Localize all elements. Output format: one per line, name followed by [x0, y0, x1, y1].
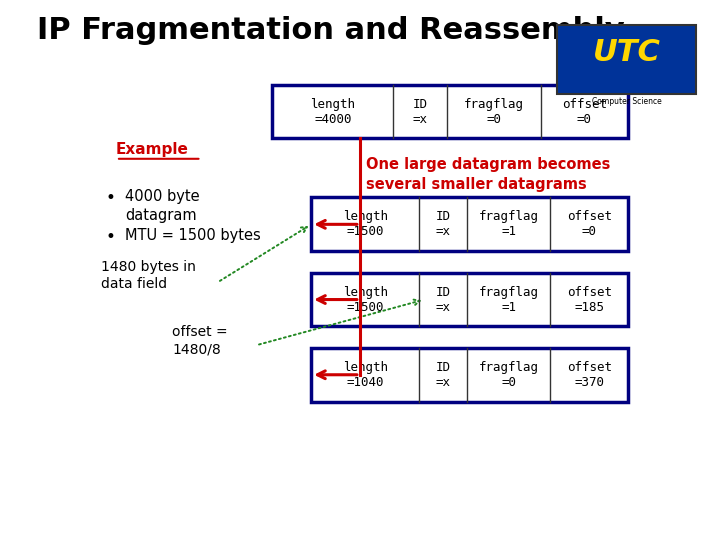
Text: fragflag
=0: fragflag =0	[479, 361, 539, 389]
Text: UTC: UTC	[593, 38, 660, 68]
Text: offset
=185: offset =185	[567, 286, 612, 314]
Text: IP Fragmentation and Reassembly: IP Fragmentation and Reassembly	[37, 16, 624, 45]
Text: length
=1500: length =1500	[343, 286, 387, 314]
Text: offset
=0: offset =0	[562, 98, 607, 125]
Text: Example: Example	[116, 141, 189, 157]
Text: length
=1500: length =1500	[343, 211, 387, 238]
Text: offset
=0: offset =0	[567, 211, 612, 238]
Text: fragflag
=1: fragflag =1	[479, 211, 539, 238]
Text: offset =
1480/8: offset = 1480/8	[172, 325, 228, 356]
FancyBboxPatch shape	[311, 273, 628, 326]
FancyBboxPatch shape	[557, 25, 696, 94]
Text: ID
=x: ID =x	[436, 211, 450, 238]
Text: 1480 bytes in
data field: 1480 bytes in data field	[101, 260, 196, 291]
Text: MTU = 1500 bytes: MTU = 1500 bytes	[125, 228, 261, 243]
Text: Computer Science: Computer Science	[592, 97, 661, 106]
Text: length
=1040: length =1040	[343, 361, 387, 389]
Text: fragflag
=1: fragflag =1	[479, 286, 539, 314]
Text: offset
=370: offset =370	[567, 361, 612, 389]
Text: •: •	[106, 190, 115, 207]
FancyBboxPatch shape	[272, 85, 628, 138]
FancyBboxPatch shape	[311, 348, 628, 402]
Text: ID
=x: ID =x	[413, 98, 428, 125]
Text: fragflag
=0: fragflag =0	[464, 98, 524, 125]
FancyBboxPatch shape	[311, 198, 628, 251]
Text: •: •	[106, 228, 115, 246]
Text: ID
=x: ID =x	[436, 361, 450, 389]
Text: 4000 byte
datagram: 4000 byte datagram	[125, 190, 199, 223]
Text: One large datagram becomes
several smaller datagrams: One large datagram becomes several small…	[366, 157, 611, 192]
Text: length
=4000: length =4000	[310, 98, 356, 125]
Text: ID
=x: ID =x	[436, 286, 450, 314]
